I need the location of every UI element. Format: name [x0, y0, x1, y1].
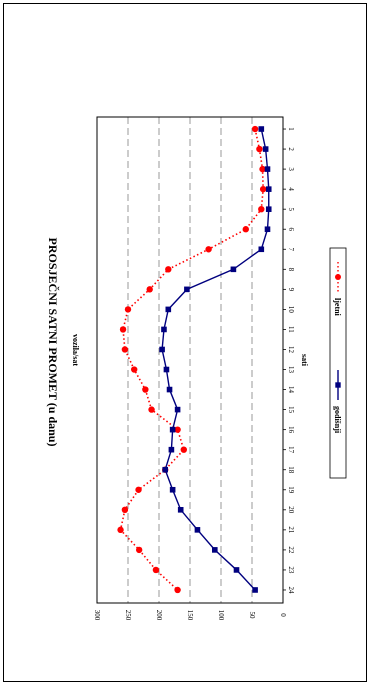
data-point [194, 527, 201, 533]
data-point [135, 546, 143, 554]
data-point [259, 185, 267, 193]
data-point [148, 406, 155, 413]
data-point [264, 226, 271, 233]
y-tick-label: 250 [124, 610, 132, 621]
plot-area [96, 116, 284, 604]
x-tick-label: 6 [287, 227, 295, 231]
data-point [180, 446, 187, 453]
data-point [166, 386, 173, 393]
data-point [146, 286, 153, 293]
chart-title: PROSJEČNI SATNI PROMET (u danu) [46, 238, 60, 447]
data-point [258, 126, 265, 132]
series-line-1 [161, 128, 270, 591]
chart-frame [3, 3, 367, 682]
y-axis-label: vozila/sat [71, 334, 80, 366]
data-point [205, 246, 212, 253]
x-tick-label: 13 [287, 366, 295, 374]
series-line-0 [119, 128, 264, 591]
x-tick-label: 10 [287, 306, 295, 314]
data-point [265, 206, 272, 212]
y-tick-label: 200 [155, 610, 163, 621]
data-point [212, 547, 218, 553]
x-tick-label: 22 [287, 546, 295, 554]
x-tick-label: 3 [287, 167, 295, 171]
data-point [265, 186, 272, 192]
data-point [121, 346, 129, 353]
data-point [242, 226, 249, 233]
x-tick-label: 2 [287, 147, 295, 151]
y-axis-ticks: 0 50 100 150 200 250 300 [93, 610, 287, 621]
x-tick-label: 8 [287, 268, 295, 272]
x-tick-label: 18 [287, 466, 295, 474]
x-tick-label: 12 [287, 346, 295, 354]
data-point [258, 205, 265, 213]
data-point [251, 125, 259, 133]
legend-label-1: godišnji [333, 406, 342, 434]
data-point [142, 386, 149, 393]
data-point [230, 266, 237, 273]
x-tick-label: 24 [287, 586, 295, 594]
data-point [159, 346, 165, 353]
data-point [165, 266, 172, 273]
data-point [177, 507, 184, 513]
data-point [169, 426, 176, 433]
data-point [121, 506, 129, 514]
series-1 [159, 126, 272, 593]
data-point [264, 166, 271, 172]
data-point [169, 486, 176, 493]
data-point [152, 566, 160, 574]
x-tick-label: 19 [287, 486, 295, 494]
data-point [252, 587, 258, 593]
data-point [163, 366, 170, 373]
x-tick-label: 23 [287, 566, 295, 574]
x-tick-label: 15 [287, 406, 295, 414]
data-point [233, 567, 240, 573]
x-tick-label: 20 [287, 506, 295, 513]
x-tick-label: 5 [287, 207, 295, 211]
data-point [256, 145, 263, 153]
data-point [165, 306, 172, 313]
data-point [184, 286, 190, 293]
data-point [262, 146, 269, 152]
x-tick-label: 9 [287, 288, 295, 292]
data-point [174, 426, 181, 433]
data-point [135, 486, 142, 493]
data-point [168, 446, 175, 453]
x-tick-label: 1 [287, 127, 295, 131]
data-point [131, 366, 138, 373]
data-point [124, 306, 132, 313]
gridlines [127, 117, 253, 603]
x-tick-label: 14 [287, 386, 295, 394]
data-point [119, 326, 127, 333]
y-tick-label: 50 [248, 612, 256, 620]
data-point [161, 326, 167, 333]
x-tick-label: 7 [287, 248, 295, 252]
legend-box [329, 247, 347, 479]
legend: ljetni godišnji [329, 247, 347, 479]
x-tick-label: 11 [287, 326, 295, 333]
x-tick-label: 17 [287, 446, 295, 454]
x-tick-label: 21 [287, 526, 295, 534]
x-tick-label: 16 [287, 426, 295, 434]
x-tick-label: 4 [287, 187, 295, 191]
y-tick-label: 0 [279, 613, 287, 617]
data-point [117, 526, 124, 534]
y-tick-label: 300 [93, 610, 101, 621]
y-tick-label: 150 [186, 610, 194, 621]
data-point [174, 586, 181, 594]
legend-label-0: ljetni [333, 298, 342, 317]
y-tick-label: 100 [217, 610, 225, 621]
data-point [258, 246, 265, 253]
series-layer [117, 125, 272, 594]
data-point [162, 466, 168, 473]
legend-marker-0 [335, 274, 341, 280]
series-0 [117, 125, 267, 594]
x-axis-label: sati [300, 354, 309, 367]
data-point [259, 165, 266, 173]
legend-marker-1 [335, 382, 341, 388]
data-point [174, 406, 181, 413]
